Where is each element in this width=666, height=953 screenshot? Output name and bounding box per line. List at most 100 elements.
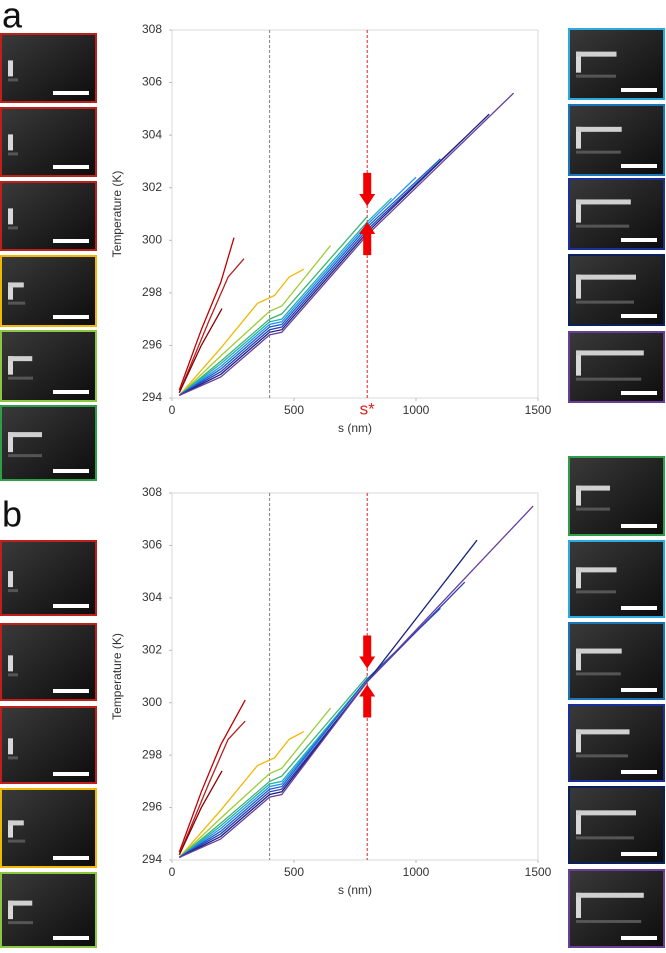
rod	[576, 51, 617, 57]
rod-shadow	[576, 507, 610, 511]
series-line	[178, 707, 332, 858]
rod-shadow	[8, 756, 18, 760]
series-line	[179, 113, 490, 396]
y-tick-label: 308	[142, 485, 162, 499]
series-line	[178, 308, 223, 393]
rod	[8, 60, 13, 77]
rod	[576, 810, 581, 835]
y-tick-label: 306	[142, 538, 162, 552]
scale-bar	[621, 688, 657, 692]
series-line	[178, 258, 245, 393]
rod	[576, 648, 622, 654]
arrow	[359, 635, 376, 669]
series-line	[178, 720, 246, 856]
thumbnail	[0, 540, 97, 616]
rod-shadow	[576, 672, 621, 676]
y-tick-label: 308	[142, 22, 162, 36]
scale-bar	[621, 238, 657, 242]
rod	[8, 820, 24, 826]
y-tick-label: 300	[142, 695, 162, 709]
thumbnail	[0, 33, 97, 103]
arrow	[359, 684, 376, 718]
scale-bar	[53, 315, 89, 319]
rod	[576, 274, 581, 299]
thumbnail	[568, 104, 665, 176]
series-line	[178, 770, 223, 856]
y-tick-label: 294	[142, 852, 162, 866]
rod-shadow	[576, 74, 616, 78]
panel-label: a	[2, 0, 23, 36]
rod	[8, 356, 13, 375]
rod-shadow	[576, 836, 634, 840]
rod	[576, 892, 644, 898]
series-line	[178, 197, 393, 396]
scale-bar	[621, 164, 657, 168]
rod	[576, 648, 581, 671]
series-line	[178, 245, 332, 396]
thumbnail	[0, 706, 97, 784]
scale-bar	[621, 88, 657, 92]
thumbnail	[568, 786, 665, 864]
rod-shadow	[576, 224, 630, 228]
thumbnail	[0, 788, 97, 868]
y-tick-label: 302	[142, 180, 162, 194]
scale-bar	[53, 91, 89, 95]
rod-shadow	[576, 590, 616, 594]
thumbnail	[0, 872, 97, 948]
y-tick-label: 294	[142, 390, 162, 404]
rod	[8, 571, 13, 588]
series-line	[178, 237, 235, 391]
rod	[576, 274, 636, 280]
arrow	[359, 222, 376, 256]
rod-shadow	[8, 839, 26, 843]
thumbnail	[0, 181, 97, 251]
scale-bar	[621, 852, 657, 856]
x-tick-label: 1000	[403, 865, 430, 879]
series-line	[178, 158, 441, 396]
series-line	[179, 539, 478, 858]
rod	[576, 810, 636, 816]
rod	[576, 729, 630, 735]
rod-shadow	[576, 300, 634, 304]
y-tick-label: 300	[142, 232, 162, 246]
rod	[576, 892, 581, 918]
x-tick-label: 500	[284, 403, 304, 417]
x-tick-label: 1000	[403, 403, 430, 417]
y-tick-label: 296	[142, 338, 162, 352]
rod	[576, 126, 581, 149]
series-line	[178, 699, 246, 853]
rod-shadow	[8, 921, 33, 925]
thumbnail	[568, 704, 665, 782]
y-tick-label: 304	[142, 127, 162, 141]
rod	[576, 126, 622, 132]
scale-bar	[621, 936, 657, 940]
y-tick-label: 302	[142, 642, 162, 656]
series-line	[178, 676, 368, 858]
thumbnail	[568, 456, 665, 536]
thumbnail	[568, 254, 665, 326]
scale-bar	[53, 165, 89, 169]
plot-frame	[171, 29, 539, 399]
y-tick-label: 298	[142, 285, 162, 299]
scale-bar	[53, 856, 89, 860]
thumbnail	[568, 540, 665, 618]
thumbnail	[0, 405, 97, 481]
rod-shadow	[8, 589, 18, 593]
rod	[8, 208, 13, 225]
rod	[576, 729, 581, 753]
rod	[8, 134, 13, 151]
rod	[8, 738, 13, 755]
rod	[8, 282, 13, 300]
scale-bar	[621, 770, 657, 774]
rod	[8, 820, 13, 838]
rod	[576, 485, 581, 506]
rod	[8, 432, 13, 453]
thumbnail	[568, 622, 665, 700]
scale-bar	[53, 772, 89, 776]
scale-bar	[621, 314, 657, 318]
rod-shadow	[8, 152, 18, 156]
series-line	[178, 176, 417, 396]
series-line	[179, 92, 515, 396]
panel-label: b	[2, 494, 22, 535]
